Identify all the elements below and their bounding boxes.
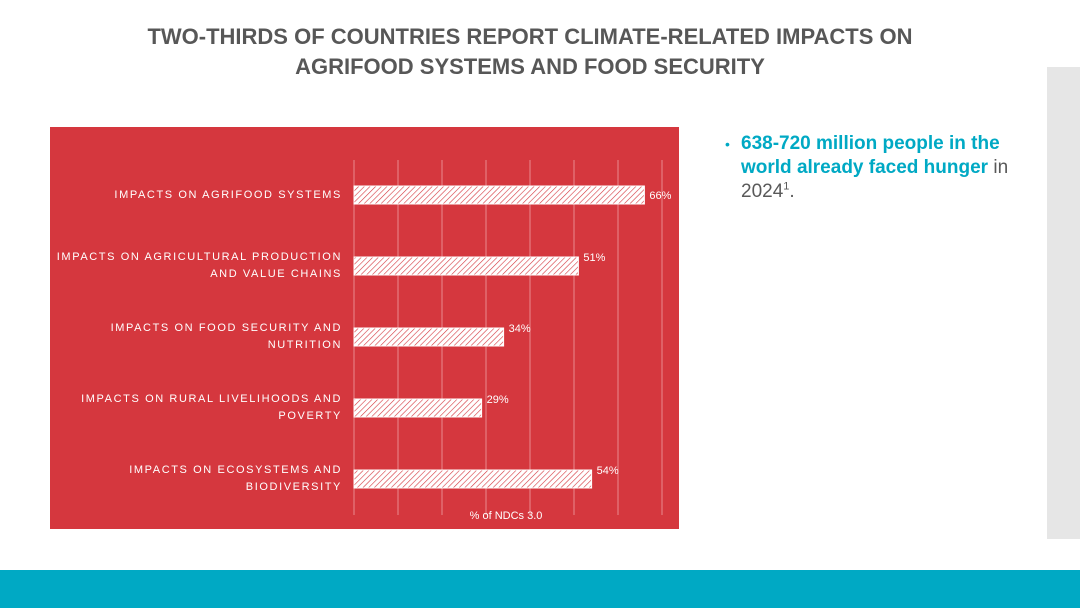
category-label: IMPACTS ON AGRICULTURAL PRODUCTION AND V… <box>56 251 342 280</box>
data-label: 54% <box>597 465 619 477</box>
bar <box>353 185 645 205</box>
category-label: IMPACTS ON FOOD SECURITY AND NUTRITION <box>110 322 342 351</box>
category-label: IMPACTS ON AGRIFOOD SYSTEMS <box>114 188 342 201</box>
data-label: 51% <box>583 252 605 264</box>
data-label: 29% <box>487 394 509 406</box>
category-label: IMPACTS ON RURAL LIVELIHOODS AND POVERTY <box>81 393 342 422</box>
bullet-end: . <box>789 181 795 202</box>
title-line-1: TWO-THIRDS OF COUNTRIES REPORT CLIMATE-R… <box>147 24 913 49</box>
bar-chart: 66% 51% 34% 29% 54% % of NDCs 3.0 <box>353 160 672 522</box>
side-gray-panel <box>1047 67 1080 539</box>
category-label: IMPACTS ON ECOSYSTEMS AND BIODIVERSITY <box>129 464 342 493</box>
data-label: 34% <box>509 323 531 335</box>
bar <box>353 469 593 489</box>
bar <box>353 327 505 347</box>
bullet-highlight: 638-720 million people in the world alre… <box>741 133 1000 178</box>
chart-panel: 66% 51% 34% 29% 54% % of NDCs 3.0 IMPACTS ON… <box>50 127 679 529</box>
data-label: 66% <box>649 190 671 202</box>
bullet-text: 638-720 million people in the world alre… <box>741 132 1011 204</box>
slide-title: TWO-THIRDS OF COUNTRIES REPORT CLIMATE-R… <box>0 22 1060 82</box>
bullet-footnote: 1 <box>783 180 790 193</box>
title-line-2: AGRIFOOD SYSTEMS AND FOOD SECURITY <box>295 54 765 79</box>
bar <box>353 256 579 276</box>
bullet-rest: in 2024 <box>741 157 1009 202</box>
bar <box>353 398 483 418</box>
x-axis-label: % of NDCs 3.0 <box>470 510 543 522</box>
bottom-band <box>0 570 1080 608</box>
bullet-marker: • <box>725 136 730 152</box>
